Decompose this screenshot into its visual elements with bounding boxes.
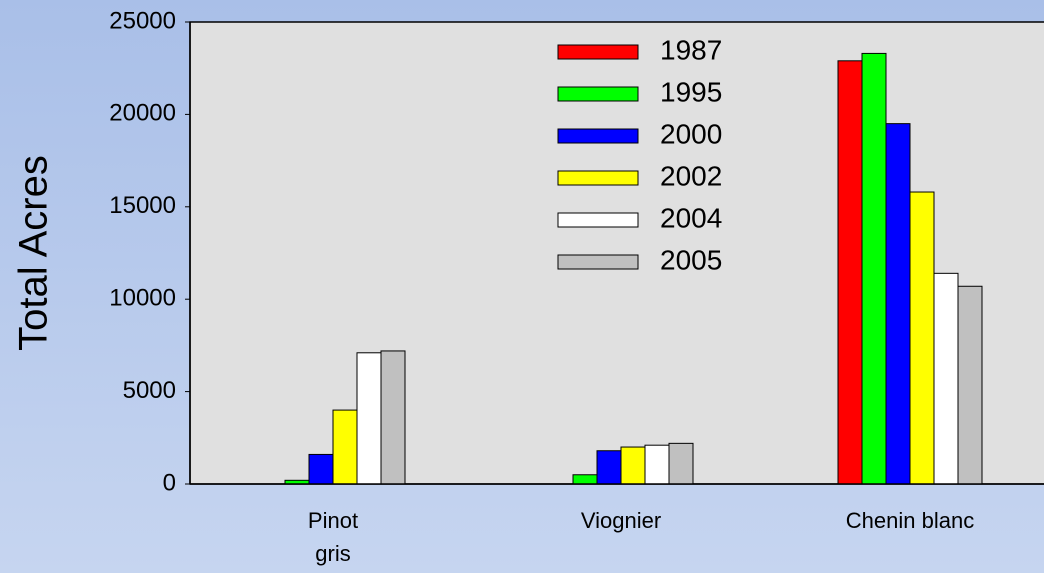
bar bbox=[837, 60, 863, 485]
legend-label: 2004 bbox=[660, 202, 722, 233]
bar bbox=[644, 444, 670, 485]
legend-label: 1987 bbox=[660, 34, 722, 65]
x-tick-label: Pinot gris bbox=[308, 508, 358, 566]
legend-label: 2005 bbox=[660, 244, 722, 275]
bar bbox=[356, 352, 382, 485]
x-tick-label: Chenin blanc bbox=[846, 508, 974, 533]
y-axis-title: Total Acres bbox=[12, 155, 56, 351]
y-tick-label: 20000 bbox=[109, 100, 176, 127]
legend-swatch bbox=[557, 212, 639, 228]
bar bbox=[332, 409, 358, 485]
bar bbox=[668, 442, 694, 485]
y-tick-label: 25000 bbox=[109, 7, 176, 34]
legend-label: 2000 bbox=[660, 118, 722, 149]
bar bbox=[909, 191, 935, 485]
bar bbox=[596, 450, 622, 485]
x-tick-label: Viognier bbox=[581, 508, 661, 533]
bar bbox=[933, 272, 959, 485]
bar bbox=[861, 52, 887, 485]
legend-label: 2002 bbox=[660, 160, 722, 191]
bar bbox=[308, 453, 334, 485]
y-tick-label: 10000 bbox=[109, 285, 176, 312]
legend-swatch bbox=[557, 254, 639, 270]
legend-swatch bbox=[557, 86, 639, 102]
bar bbox=[380, 350, 406, 485]
y-tick-label: 15000 bbox=[109, 192, 176, 219]
bar bbox=[620, 446, 646, 485]
y-tick-label: 5000 bbox=[123, 377, 176, 404]
legend-swatch bbox=[557, 128, 639, 144]
bar bbox=[885, 123, 911, 485]
bar bbox=[572, 474, 598, 485]
legend-label: 1995 bbox=[660, 76, 722, 107]
legend-swatch bbox=[557, 44, 639, 60]
y-tick-label: 0 bbox=[163, 469, 176, 496]
bar bbox=[957, 285, 983, 485]
legend-swatch bbox=[557, 170, 639, 186]
